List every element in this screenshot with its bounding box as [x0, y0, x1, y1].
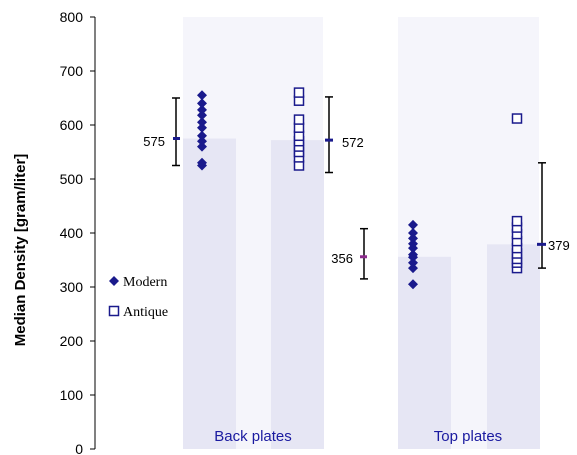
data-point-modern: [408, 233, 418, 244]
data-point-modern: [408, 249, 418, 260]
data-point-modern: [197, 141, 207, 152]
y-tick-label: 500: [60, 171, 84, 187]
y-tick-label: 400: [60, 225, 84, 241]
category-label-top-plates: Top plates: [434, 428, 502, 445]
legend-label-modern: Modern: [123, 275, 167, 290]
data-point-modern: [197, 98, 207, 109]
data-point-antique: [293, 114, 305, 125]
y-tick-label: 100: [60, 387, 84, 403]
data-point-modern: [197, 130, 207, 141]
legend-marker-modern: [109, 276, 119, 286]
data-point-modern: [408, 238, 418, 249]
data-point-modern: [408, 219, 418, 230]
category-label-back-plates: Back plates: [214, 428, 292, 445]
median-label-antique-top: 379: [548, 238, 570, 253]
y-tick-label: 800: [60, 9, 84, 25]
y-tick-label: 0: [75, 441, 83, 455]
data-point-modern: [408, 228, 418, 238]
data-point-modern: [197, 104, 207, 115]
median-label-modern-back: 575: [143, 134, 165, 149]
bar-modern-1: [398, 256, 451, 449]
data-point-modern: [408, 279, 418, 290]
data-point-antique: [511, 215, 523, 227]
bar-antique-0: [271, 140, 324, 449]
bar-antique-1: [487, 244, 540, 449]
y-tick-label: 600: [60, 117, 84, 133]
data-point-modern: [197, 90, 207, 101]
median-label-antique-back: 572: [342, 135, 364, 150]
data-point-antique: [511, 113, 523, 124]
y-tick-label: 300: [60, 279, 84, 295]
data-point-modern: [197, 157, 207, 168]
median-label-modern-top: 356: [331, 251, 353, 266]
data-point-modern: [408, 257, 418, 268]
data-point-modern: [408, 263, 418, 274]
bar-modern-0: [183, 138, 236, 449]
data-point-antique: [293, 87, 305, 98]
data-point-modern: [197, 136, 207, 147]
y-tick-label: 200: [60, 333, 84, 349]
y-tick-label: 700: [60, 63, 84, 79]
data-point-modern: [197, 110, 207, 121]
legend-label-antique: Antique: [123, 305, 168, 320]
legend-marker-antique: [108, 305, 120, 317]
y-axis-label: Median Density [gram/liter]: [12, 154, 29, 347]
data-point-modern: [197, 122, 207, 133]
data-point-modern: [197, 117, 207, 128]
